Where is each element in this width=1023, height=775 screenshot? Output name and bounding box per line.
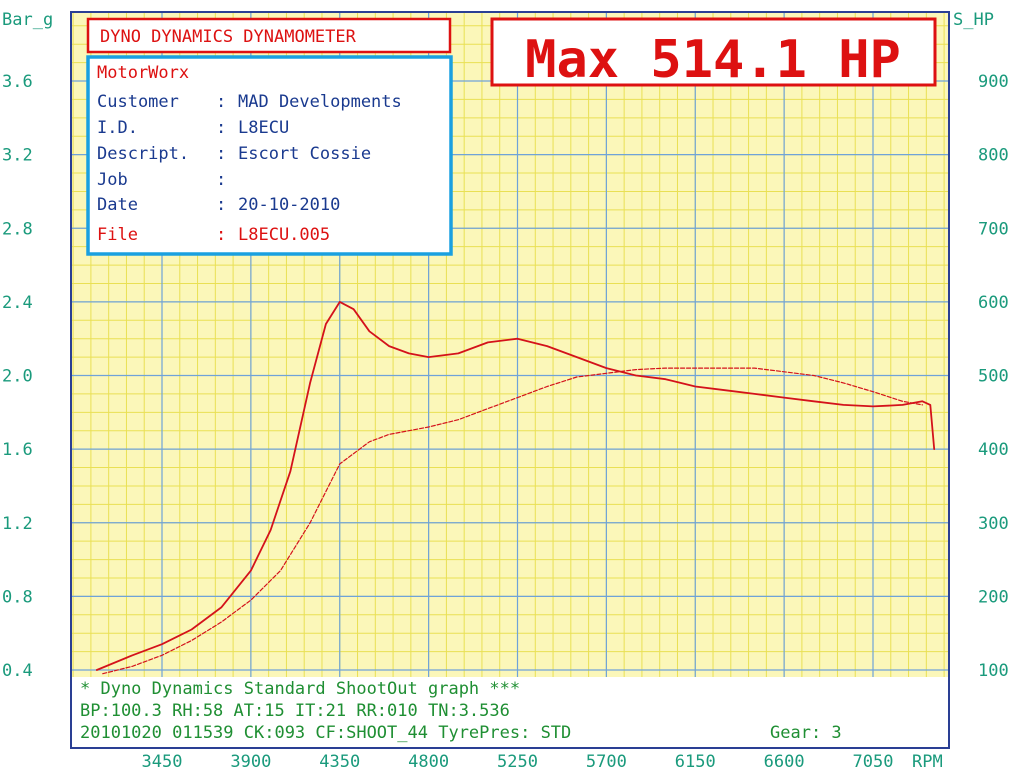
chart-frame: [70, 11, 950, 749]
y-left-tick-label: 2.0: [2, 367, 33, 387]
x-tick-label: 3900: [230, 752, 271, 772]
info-box: [86, 55, 453, 256]
info-file-label: File: [97, 225, 138, 245]
y-right-ticks: 100 200 300 400 500 600 700 800 900: [978, 72, 1009, 681]
x-axis-label: RPM: [912, 752, 943, 772]
y-left-tick-label: 2.8: [2, 219, 33, 239]
y-right-tick-label: 700: [978, 219, 1009, 239]
info-job-sep: :: [216, 170, 226, 190]
info-customer-sep: :: [216, 92, 226, 112]
x-tick-label: 4800: [408, 752, 449, 772]
info-date-sep: :: [216, 195, 226, 215]
info-date-value: 20-10-2010: [238, 195, 340, 215]
info-descript-label: Descript.: [97, 144, 189, 164]
y-left-tick-label: 0.4: [2, 661, 33, 681]
info-id-value: L8ECU: [238, 118, 289, 138]
y-left-tick-label: 1.6: [2, 440, 33, 460]
x-ticks: 3450 3900 4350 4800 5250 5700 6150 6600 7050: [142, 752, 894, 772]
y-right-tick-label: 600: [978, 293, 1009, 313]
y-right-tick-label: 400: [978, 440, 1009, 460]
footer-gear: Gear: 3: [770, 723, 842, 743]
footer-line-3: 20101020 011539 CK:093 CF:SHOOT_44 TyreP…: [80, 723, 571, 743]
y-left-tick-label: 0.8: [2, 587, 33, 607]
info-descript-value: Escort Cossie: [238, 144, 371, 164]
x-tick-label: 6600: [764, 752, 805, 772]
info-shop: MotorWorx: [97, 63, 189, 83]
x-tick-label: 5250: [497, 752, 538, 772]
y-right-axis-label: S_HP: [953, 10, 994, 30]
chart-title: DYNO DYNAMICS DYNAMOMETER: [100, 27, 357, 47]
y-right-tick-label: 200: [978, 587, 1009, 607]
y-right-tick-label: 100: [978, 661, 1009, 681]
y-left-tick-label: 1.2: [2, 514, 33, 534]
major-grid: [71, 12, 949, 748]
title-box: [86, 17, 452, 54]
info-descript-sep: :: [216, 144, 226, 164]
y-left-tick-label: 3.2: [2, 146, 33, 166]
x-tick-label: 4350: [319, 752, 360, 772]
info-customer-label: Customer: [97, 92, 179, 112]
footer-line-2: BP:100.3 RH:58 AT:15 IT:21 RR:010 TN:3.5…: [80, 701, 510, 721]
curves: [95, 300, 936, 675]
info-id-sep: :: [216, 118, 226, 138]
y-right-tick-label: 800: [978, 146, 1009, 166]
info-job-label: Job: [97, 170, 128, 190]
info-file-sep: :: [216, 225, 226, 245]
x-tick-label: 6150: [675, 752, 716, 772]
footer-line-1: * Dyno Dynamics Standard ShootOut graph …: [80, 679, 520, 699]
info-date-label: Date: [97, 195, 138, 215]
y-left-tick-label: 2.4: [2, 293, 33, 313]
footer-panel: [72, 677, 948, 747]
x-tick-label: 7050: [853, 752, 894, 772]
y-left-tick-label: 3.6: [2, 72, 33, 92]
x-tick-label: 5700: [586, 752, 627, 772]
curve-dashed-series: [102, 367, 924, 675]
y-right-tick-label: 300: [978, 514, 1009, 534]
max-hp-label: Max 514.1 HP: [525, 30, 901, 90]
y-right-tick-label: 500: [978, 367, 1009, 387]
max-hp-box: [490, 17, 937, 87]
y-left-axis-label: Bar_g: [2, 10, 53, 30]
y-left-ticks: 0.4 0.8 1.2 1.6 2.0 2.4 2.8 3.2 3.6: [2, 72, 33, 681]
x-tick-label: 3450: [142, 752, 183, 772]
info-file-value: L8ECU.005: [238, 225, 330, 245]
curve-solid-series: [95, 300, 936, 671]
y-right-tick-label: 900: [978, 72, 1009, 92]
info-id-label: I.D.: [97, 118, 138, 138]
info-customer-value: MAD Developments: [238, 92, 402, 112]
